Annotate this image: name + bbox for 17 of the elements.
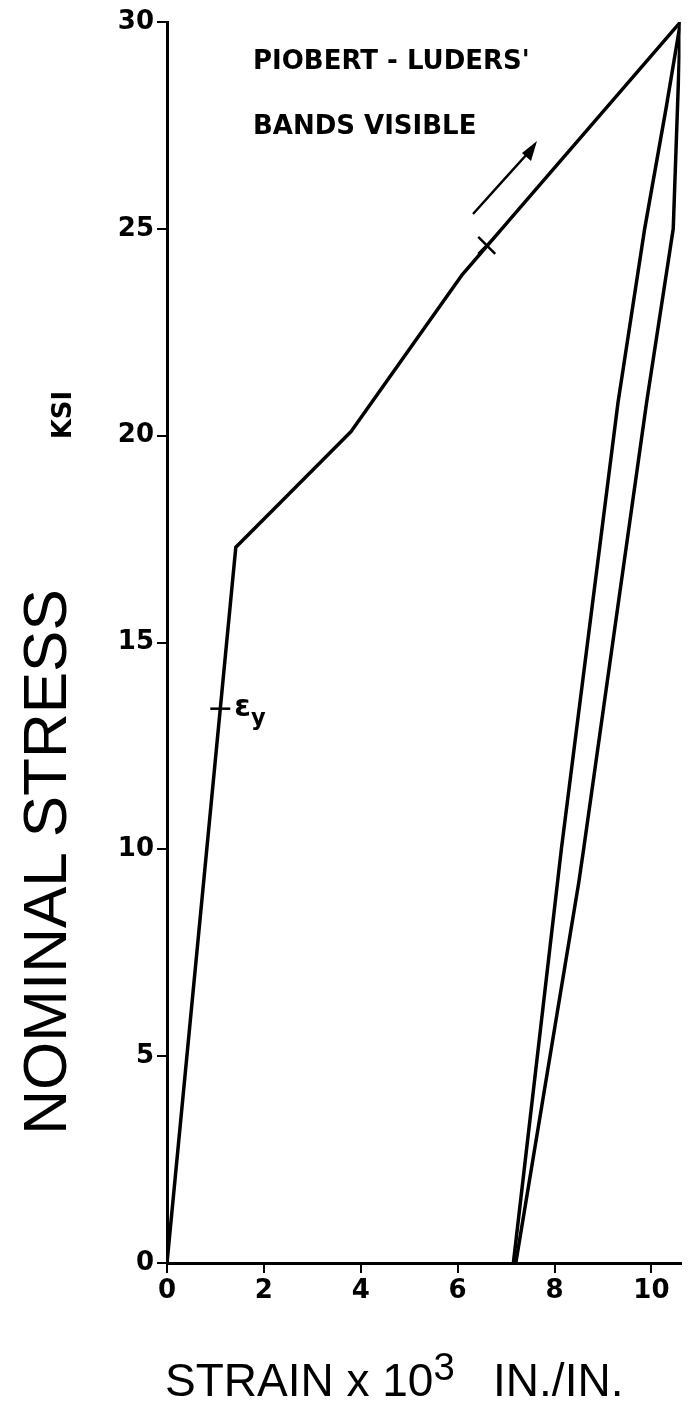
y-axis-title: NOMINAL STRESS [8,589,80,1135]
x-tick-label: 4 [351,1274,370,1305]
x-tick-label: 2 [254,1274,273,1305]
y-tick-label: 0 [135,1245,154,1276]
text: KSI [47,390,77,440]
x-tick-label: 0 [157,1274,177,1305]
y-tick-label: 30 [117,4,154,35]
x-axis-title: STRAIN x 10$^{3}$ IN./IN. [165,1345,624,1408]
y-tick-label: 25 [117,211,154,242]
y-tick-label: 10 [117,832,154,863]
x-tick-label: 8 [545,1274,564,1305]
x-tick-label: 10 [633,1274,670,1305]
text: PIOBERT - LUDERS' BANDS VISIBLE [253,45,530,140]
y-tick-label: 20 [117,418,154,449]
x-tick-label: 6 [448,1274,467,1305]
y-tick-label: 5 [135,1038,154,1069]
y-tick-label: 15 [117,625,154,656]
